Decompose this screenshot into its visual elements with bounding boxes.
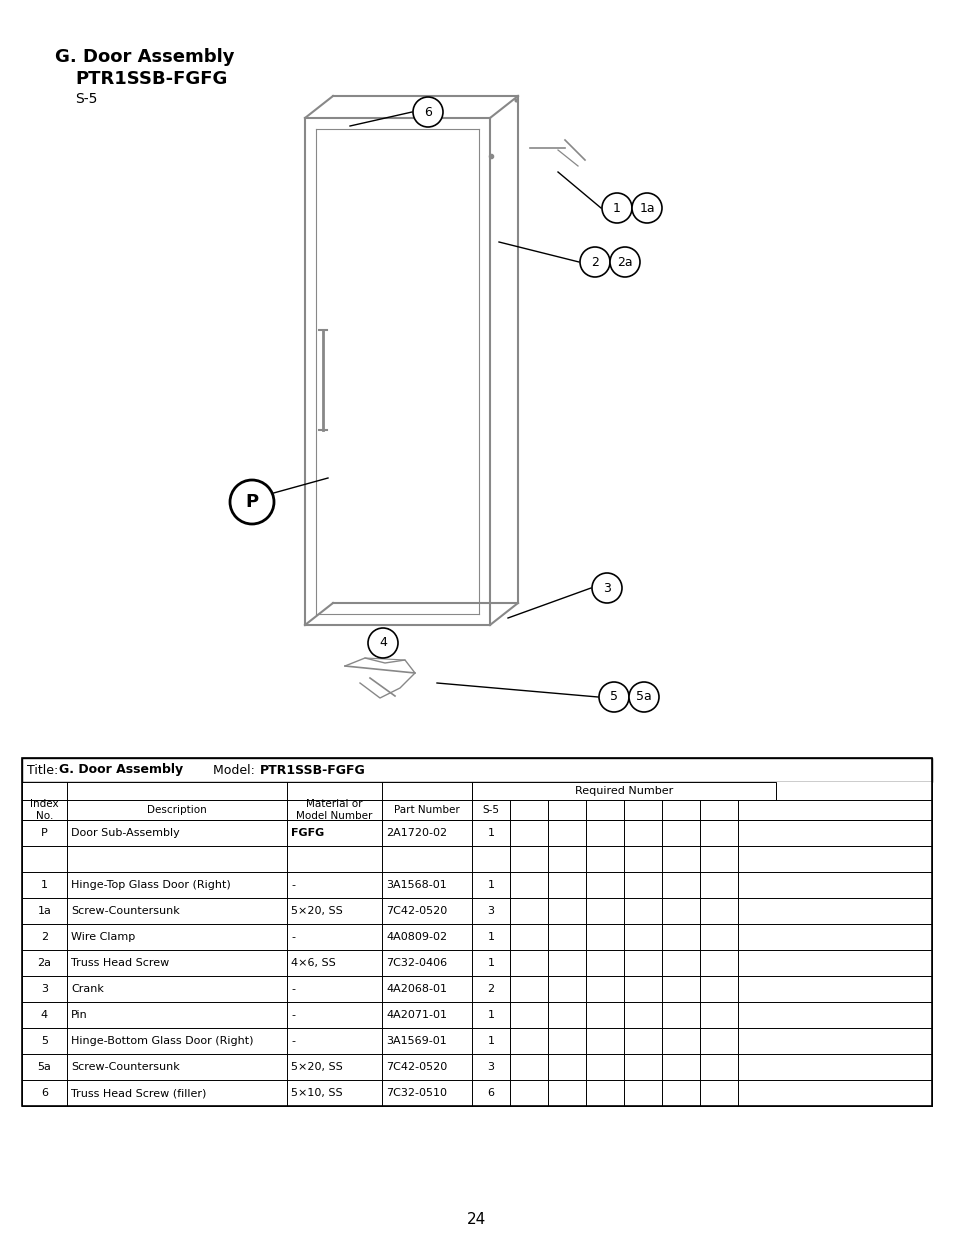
Text: Required Number: Required Number: [575, 785, 673, 797]
Text: 4A2071-01: 4A2071-01: [386, 1010, 447, 1020]
Text: 7C32-0406: 7C32-0406: [386, 958, 447, 968]
Text: Truss Head Screw: Truss Head Screw: [71, 958, 169, 968]
Text: 7C42-0520: 7C42-0520: [386, 906, 447, 916]
Circle shape: [631, 193, 661, 224]
Text: 1: 1: [487, 881, 494, 890]
Text: 3A1569-01: 3A1569-01: [386, 1036, 446, 1046]
Text: Wire Clamp: Wire Clamp: [71, 932, 135, 942]
Text: 5×20, SS: 5×20, SS: [291, 1062, 342, 1072]
Bar: [22, 800, 931, 820]
Text: 4×6, SS: 4×6, SS: [291, 958, 335, 968]
Text: 4A2068-01: 4A2068-01: [386, 984, 447, 994]
Text: Pin: Pin: [71, 1010, 88, 1020]
Circle shape: [413, 98, 442, 127]
Text: S-5: S-5: [75, 91, 97, 106]
Text: Index
No.: Index No.: [30, 799, 59, 821]
Text: 6: 6: [41, 1088, 48, 1098]
Circle shape: [609, 247, 639, 277]
Text: -: -: [291, 1010, 294, 1020]
Text: 2: 2: [591, 256, 598, 268]
Text: 4A0809-02: 4A0809-02: [386, 932, 447, 942]
Text: Hinge-Bottom Glass Door (Right): Hinge-Bottom Glass Door (Right): [71, 1036, 253, 1046]
Text: 3: 3: [602, 582, 610, 594]
Text: FGFG: FGFG: [291, 827, 324, 839]
Text: 24: 24: [467, 1213, 486, 1228]
Text: 1a: 1a: [639, 201, 654, 215]
Text: S-5: S-5: [482, 805, 499, 815]
Text: Title:: Title:: [27, 763, 62, 777]
Text: Model:: Model:: [196, 763, 258, 777]
Bar: [22, 758, 931, 782]
Text: 1: 1: [487, 958, 494, 968]
Text: 6: 6: [424, 105, 432, 119]
Text: 2a: 2a: [37, 958, 51, 968]
Bar: [22, 758, 931, 1107]
Text: Truss Head Screw (filler): Truss Head Screw (filler): [71, 1088, 206, 1098]
Text: 3: 3: [41, 984, 48, 994]
Text: P: P: [245, 493, 258, 511]
Text: 4: 4: [41, 1010, 48, 1020]
Text: 1: 1: [613, 201, 620, 215]
Text: Description: Description: [147, 805, 207, 815]
Text: 3A1568-01: 3A1568-01: [386, 881, 446, 890]
Text: 2A1720-02: 2A1720-02: [386, 827, 447, 839]
Bar: [22, 782, 931, 800]
Circle shape: [628, 682, 659, 713]
Text: -: -: [291, 984, 294, 994]
Text: Door Sub-Assembly: Door Sub-Assembly: [71, 827, 179, 839]
Text: 1: 1: [487, 1036, 494, 1046]
Text: 1: 1: [487, 827, 494, 839]
Text: 1: 1: [487, 1010, 494, 1020]
Text: 3: 3: [487, 1062, 494, 1072]
Text: 1: 1: [41, 881, 48, 890]
Text: Hinge-Top Glass Door (Right): Hinge-Top Glass Door (Right): [71, 881, 231, 890]
Text: G. Door Assembly: G. Door Assembly: [59, 763, 183, 777]
Text: 7C32-0510: 7C32-0510: [386, 1088, 447, 1098]
Text: 2a: 2a: [617, 256, 632, 268]
Text: 4: 4: [378, 636, 387, 650]
Text: -: -: [291, 1036, 294, 1046]
Circle shape: [598, 682, 628, 713]
Circle shape: [230, 480, 274, 524]
Text: Screw-Countersunk: Screw-Countersunk: [71, 1062, 179, 1072]
Circle shape: [592, 573, 621, 603]
Circle shape: [368, 629, 397, 658]
Text: Crank: Crank: [71, 984, 104, 994]
Text: 5×10, SS: 5×10, SS: [291, 1088, 342, 1098]
Text: -: -: [291, 881, 294, 890]
Text: 1: 1: [487, 932, 494, 942]
Text: Material or
Model Number: Material or Model Number: [296, 799, 373, 821]
Text: 3: 3: [487, 906, 494, 916]
Text: PTR1SSB-FGFG: PTR1SSB-FGFG: [75, 70, 227, 88]
Text: 6: 6: [487, 1088, 494, 1098]
Text: 5: 5: [609, 690, 618, 704]
Bar: [22, 782, 472, 800]
Bar: [472, 782, 775, 800]
Text: 5a: 5a: [37, 1062, 51, 1072]
Text: PTR1SSB-FGFG: PTR1SSB-FGFG: [260, 763, 365, 777]
Text: 5: 5: [41, 1036, 48, 1046]
Text: 2: 2: [41, 932, 48, 942]
Text: Screw-Countersunk: Screw-Countersunk: [71, 906, 179, 916]
Text: 7C42-0520: 7C42-0520: [386, 1062, 447, 1072]
Circle shape: [601, 193, 631, 224]
Text: 2: 2: [487, 984, 494, 994]
Text: Part Number: Part Number: [394, 805, 459, 815]
Circle shape: [579, 247, 609, 277]
Text: 1a: 1a: [37, 906, 51, 916]
Text: P: P: [41, 827, 48, 839]
Text: 5a: 5a: [636, 690, 651, 704]
Text: G. Door Assembly: G. Door Assembly: [55, 48, 234, 65]
Text: 5×20, SS: 5×20, SS: [291, 906, 342, 916]
Text: -: -: [291, 932, 294, 942]
